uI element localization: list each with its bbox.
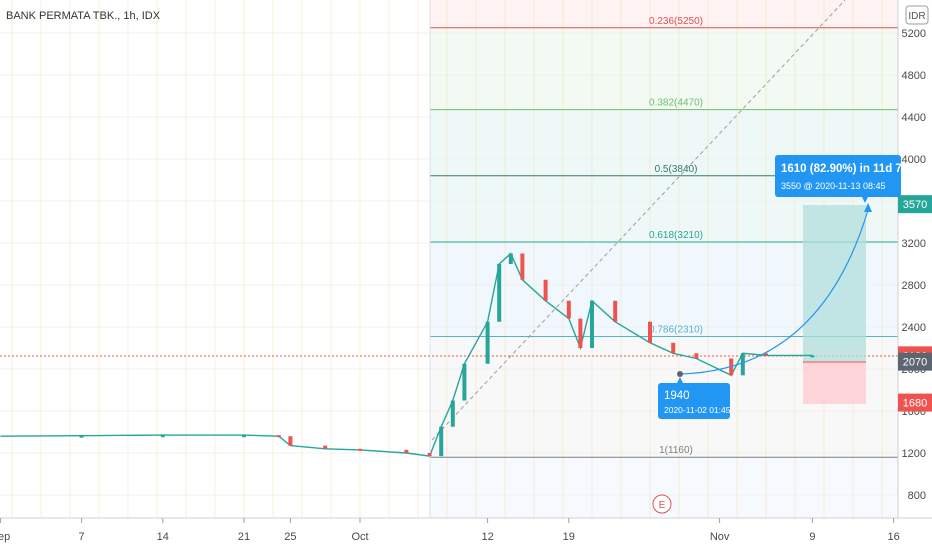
x-tick-label: Oct [351, 531, 368, 543]
y-tick-label: 3200 [902, 238, 926, 250]
currency-badge [905, 5, 929, 25]
candle [79, 435, 84, 438]
price-tags: 3570213020701680 [898, 195, 932, 412]
trend-line[interactable] [431, 0, 846, 441]
price-tag-label: 3570 [903, 199, 927, 211]
event-marker-label: E [659, 500, 666, 511]
low-callout[interactable]: 1940 2020-11-02 01:45 [658, 377, 731, 419]
earnings-event-marker[interactable]: E [652, 494, 672, 514]
x-tick-label: 21 [238, 531, 250, 543]
target-callout[interactable]: 1610 (82.90%) in 11d 7h 3550 @ 2020-11-1… [775, 155, 909, 203]
projection-start-point[interactable] [677, 371, 683, 377]
x-tick-label: 14 [157, 531, 169, 543]
candle [590, 300, 594, 348]
candle [613, 300, 618, 322]
target-callout-line2: 3550 @ 2020-11-13 08:45 [781, 181, 886, 191]
price-tag-label: 1680 [903, 398, 927, 410]
candle [242, 435, 246, 438]
x-tick-label: 25 [284, 531, 296, 543]
x-tick-label: 19 [563, 531, 575, 543]
candle [450, 400, 455, 427]
candle [276, 435, 281, 438]
candle [485, 321, 490, 364]
price-tag-box [898, 393, 932, 412]
x-tick-label: Nov [710, 531, 730, 543]
candle [648, 321, 652, 343]
x-axis-ticks: Sep 7 14 21 25 Oct 12 19 Nov 9 16 [0, 518, 900, 543]
y-tick-label: 5200 [902, 28, 926, 40]
x-tick-label: Sep [0, 531, 10, 543]
y-axis-panel[interactable] [898, 0, 932, 518]
fib-label: 0.786(2310) [649, 324, 703, 335]
fib-zone [430, 0, 898, 28]
y-tick-label: 4800 [902, 70, 926, 82]
x-tick-label: 9 [809, 531, 815, 543]
candles [0, 252, 815, 457]
fib-label: 0.382(4470) [649, 98, 703, 109]
y-tick-label: 800 [908, 490, 926, 502]
candle [810, 355, 815, 358]
fib-label: 0.5(3840) [655, 164, 698, 175]
y-tick-label: 4000 [902, 154, 926, 166]
target-callout-line1: 1610 (82.90%) in 11d 7h [781, 163, 909, 175]
candle [543, 279, 548, 301]
candle [497, 264, 502, 322]
candle [404, 449, 409, 453]
candle [439, 426, 444, 457]
stop-zone[interactable] [803, 362, 866, 404]
candle [578, 318, 583, 348]
y-tick-label: 4400 [902, 112, 926, 124]
candle [288, 436, 293, 446]
candle [160, 435, 165, 438]
candle [764, 353, 768, 356]
candle [520, 253, 525, 280]
fib-label: 0.618(3210) [649, 230, 703, 241]
projection-curve[interactable] [679, 209, 869, 375]
y-tick-label: 2400 [902, 322, 926, 334]
candle [323, 445, 328, 449]
currency-label: IDR [908, 11, 925, 22]
fib-label: 1(1160) [659, 445, 693, 456]
candle [740, 353, 745, 376]
x-tick-label: 12 [481, 531, 493, 543]
candle [671, 342, 676, 354]
chart-grid [0, 0, 898, 518]
x-tick-label: 16 [887, 531, 899, 543]
fib-zone [430, 27, 898, 110]
y-tick-label: 1200 [902, 448, 926, 460]
low-callout-line2: 2020-11-02 01:45 [664, 405, 731, 415]
x-axis-panel[interactable] [0, 518, 932, 550]
price-tag-box [898, 195, 932, 214]
candle [427, 453, 432, 457]
y-tick-label: 2800 [902, 280, 926, 292]
projection-end-arrow[interactable] [864, 203, 872, 212]
fib-label: 0.236(5250) [649, 16, 703, 27]
candle [694, 353, 699, 359]
candle [358, 448, 362, 451]
candle [462, 363, 467, 401]
price-tag-label: 2070 [903, 357, 927, 369]
candle [566, 300, 571, 319]
target-zone[interactable] [803, 205, 866, 362]
chart-title: BANK PERMATA TBK., 1h, IDX [6, 10, 161, 22]
price-tag-box [898, 352, 932, 371]
x-tick-label: 7 [79, 531, 85, 543]
low-callout-line1: 1940 [664, 390, 690, 402]
candle [508, 253, 513, 264]
